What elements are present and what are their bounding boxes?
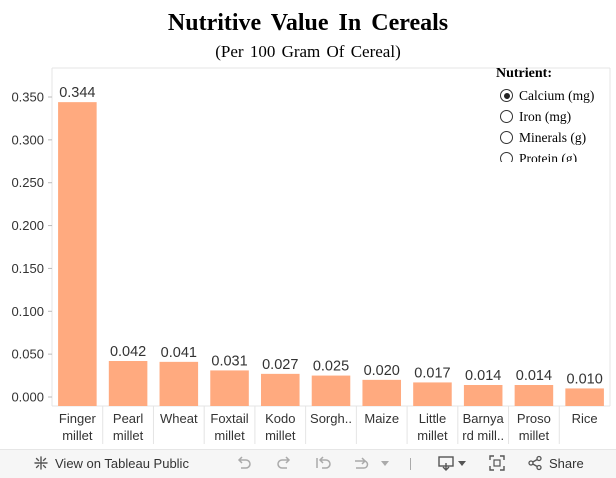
bar[interactable] bbox=[210, 370, 249, 406]
x-category-label: Sorgh.. bbox=[310, 411, 352, 426]
nutrient-legend: Nutrient: Calcium (mg) Iron (mg) Mineral… bbox=[496, 66, 610, 162]
x-category-label: Barnya rd mill.. bbox=[462, 411, 504, 443]
bar[interactable] bbox=[463, 385, 503, 406]
x-category-label-line: millet bbox=[265, 428, 296, 443]
legend-option-label: Protein (g) bbox=[519, 150, 578, 163]
chart-title: Nutritive Value In Cereals bbox=[167, 10, 449, 36]
view-on-tableau-label: View on Tableau Public bbox=[55, 455, 189, 471]
bar-value-label: 0.014 bbox=[465, 368, 501, 384]
legend-option-label: Calcium (mg) bbox=[519, 87, 595, 103]
bar-value-label: 0.027 bbox=[262, 357, 298, 373]
x-category-label: Kodo millet bbox=[265, 411, 296, 443]
y-tick-label: 0.100 bbox=[11, 304, 44, 319]
bar[interactable] bbox=[311, 375, 351, 406]
x-category-label-line: millet bbox=[62, 428, 93, 443]
undo-icon bbox=[237, 456, 251, 469]
radio-icon[interactable] bbox=[500, 131, 513, 144]
fullscreen-button[interactable] bbox=[488, 455, 506, 471]
legend-option-label: Minerals (g) bbox=[519, 129, 587, 145]
toolbar-divider bbox=[410, 458, 411, 470]
y-tick-label: 0.150 bbox=[11, 261, 44, 276]
bar-value-label: 0.014 bbox=[516, 368, 552, 384]
bar-value-label: 0.031 bbox=[211, 353, 247, 369]
bar-value-label: 0.020 bbox=[364, 363, 400, 379]
x-category-label-line: Wheat bbox=[160, 411, 198, 426]
x-category-label-line: Sorgh.. bbox=[310, 411, 352, 426]
bar-value-label: 0.025 bbox=[313, 359, 349, 375]
bar[interactable] bbox=[108, 361, 148, 406]
bar-value-label: 0.017 bbox=[414, 365, 450, 381]
bar[interactable] bbox=[565, 388, 604, 406]
radio-selected-icon[interactable] bbox=[500, 89, 513, 102]
x-category-label-line: Maize bbox=[364, 411, 399, 426]
x-category-label: Foxtail millet bbox=[210, 411, 248, 443]
bar[interactable] bbox=[260, 373, 300, 406]
bar-chart: 0.000 0.050 0.100 0.150 0.200 0.250 0.300 0.350… bbox=[11, 67, 611, 444]
x-category-label-line: Rice bbox=[572, 411, 598, 426]
x-category-label-line: millet bbox=[519, 428, 550, 443]
x-category-label-line: Barnya bbox=[463, 411, 505, 426]
x-category-label-line: Finger bbox=[59, 411, 97, 426]
x-category-label-line: Pearl bbox=[113, 411, 143, 426]
legend-option-minerals[interactable]: Minerals (g) bbox=[496, 127, 610, 148]
x-category-label: Pearl millet bbox=[113, 411, 144, 443]
redo-button[interactable] bbox=[275, 455, 293, 471]
legend-option-protein[interactable]: Protein (g) bbox=[496, 148, 610, 162]
y-tick-label: 0.050 bbox=[11, 347, 44, 362]
refresh-icon bbox=[355, 457, 389, 469]
tableau-toolbar: View on Tableau Public bbox=[0, 449, 616, 478]
bar-value-label: 0.041 bbox=[161, 345, 197, 361]
bar[interactable] bbox=[58, 102, 97, 407]
legend-title: Nutrient: bbox=[496, 66, 552, 81]
x-category-label: Rice bbox=[572, 411, 598, 426]
fullscreen-icon bbox=[489, 455, 505, 471]
download-icon bbox=[438, 456, 466, 471]
bar[interactable] bbox=[514, 385, 554, 406]
tableau-logo-icon bbox=[34, 456, 48, 470]
bar[interactable] bbox=[413, 382, 452, 406]
y-tick-label: 0.200 bbox=[11, 218, 44, 233]
revert-icon bbox=[316, 456, 331, 469]
y-tick-label: 0.000 bbox=[11, 390, 44, 405]
share-icon bbox=[528, 455, 542, 471]
legend-option-calcium[interactable]: Calcium (mg) bbox=[496, 85, 610, 106]
y-tick-label: 0.300 bbox=[11, 132, 44, 147]
redo-icon bbox=[277, 456, 291, 469]
x-category-label: Wheat bbox=[160, 411, 198, 426]
bar-value-label: 0.344 bbox=[59, 85, 95, 101]
y-tick-label: 0.250 bbox=[11, 175, 44, 190]
radio-icon[interactable] bbox=[500, 110, 513, 123]
legend-option-label: Iron (mg) bbox=[519, 108, 572, 124]
radio-icon[interactable] bbox=[500, 152, 513, 162]
x-category-label: Finger millet bbox=[59, 411, 97, 443]
y-tick-label: 0.350 bbox=[11, 90, 44, 105]
x-category-label-line: millet bbox=[113, 428, 144, 443]
download-button[interactable] bbox=[437, 455, 467, 471]
x-category-label-line: Foxtail bbox=[210, 411, 248, 426]
x-category-label-line: Proso bbox=[517, 411, 551, 426]
x-category-label: Maize bbox=[364, 411, 399, 426]
bar[interactable] bbox=[362, 379, 402, 406]
bar-value-label: 0.042 bbox=[110, 344, 146, 360]
bar-value-label: 0.010 bbox=[566, 371, 602, 387]
x-category-label: Proso millet bbox=[517, 411, 551, 443]
share-label: Share bbox=[549, 455, 584, 471]
x-category-label-line: Little bbox=[419, 411, 446, 426]
legend-option-iron[interactable]: Iron (mg) bbox=[496, 106, 610, 127]
share-button[interactable]: Share bbox=[527, 455, 584, 471]
x-category-label-line: millet bbox=[417, 428, 448, 443]
x-category-label-line: millet bbox=[214, 428, 245, 443]
bar[interactable] bbox=[159, 361, 199, 406]
undo-button[interactable] bbox=[235, 455, 253, 471]
refresh-button[interactable] bbox=[352, 455, 392, 471]
x-category-label-line: Kodo bbox=[265, 411, 295, 426]
x-category-label-line: rd mill.. bbox=[462, 428, 504, 443]
view-on-tableau-button[interactable]: View on Tableau Public bbox=[33, 455, 189, 471]
revert-button[interactable] bbox=[314, 455, 332, 471]
chart-subtitle: (Per 100 Gram Of Cereal) bbox=[215, 42, 401, 61]
x-category-label: Little millet bbox=[417, 411, 448, 443]
